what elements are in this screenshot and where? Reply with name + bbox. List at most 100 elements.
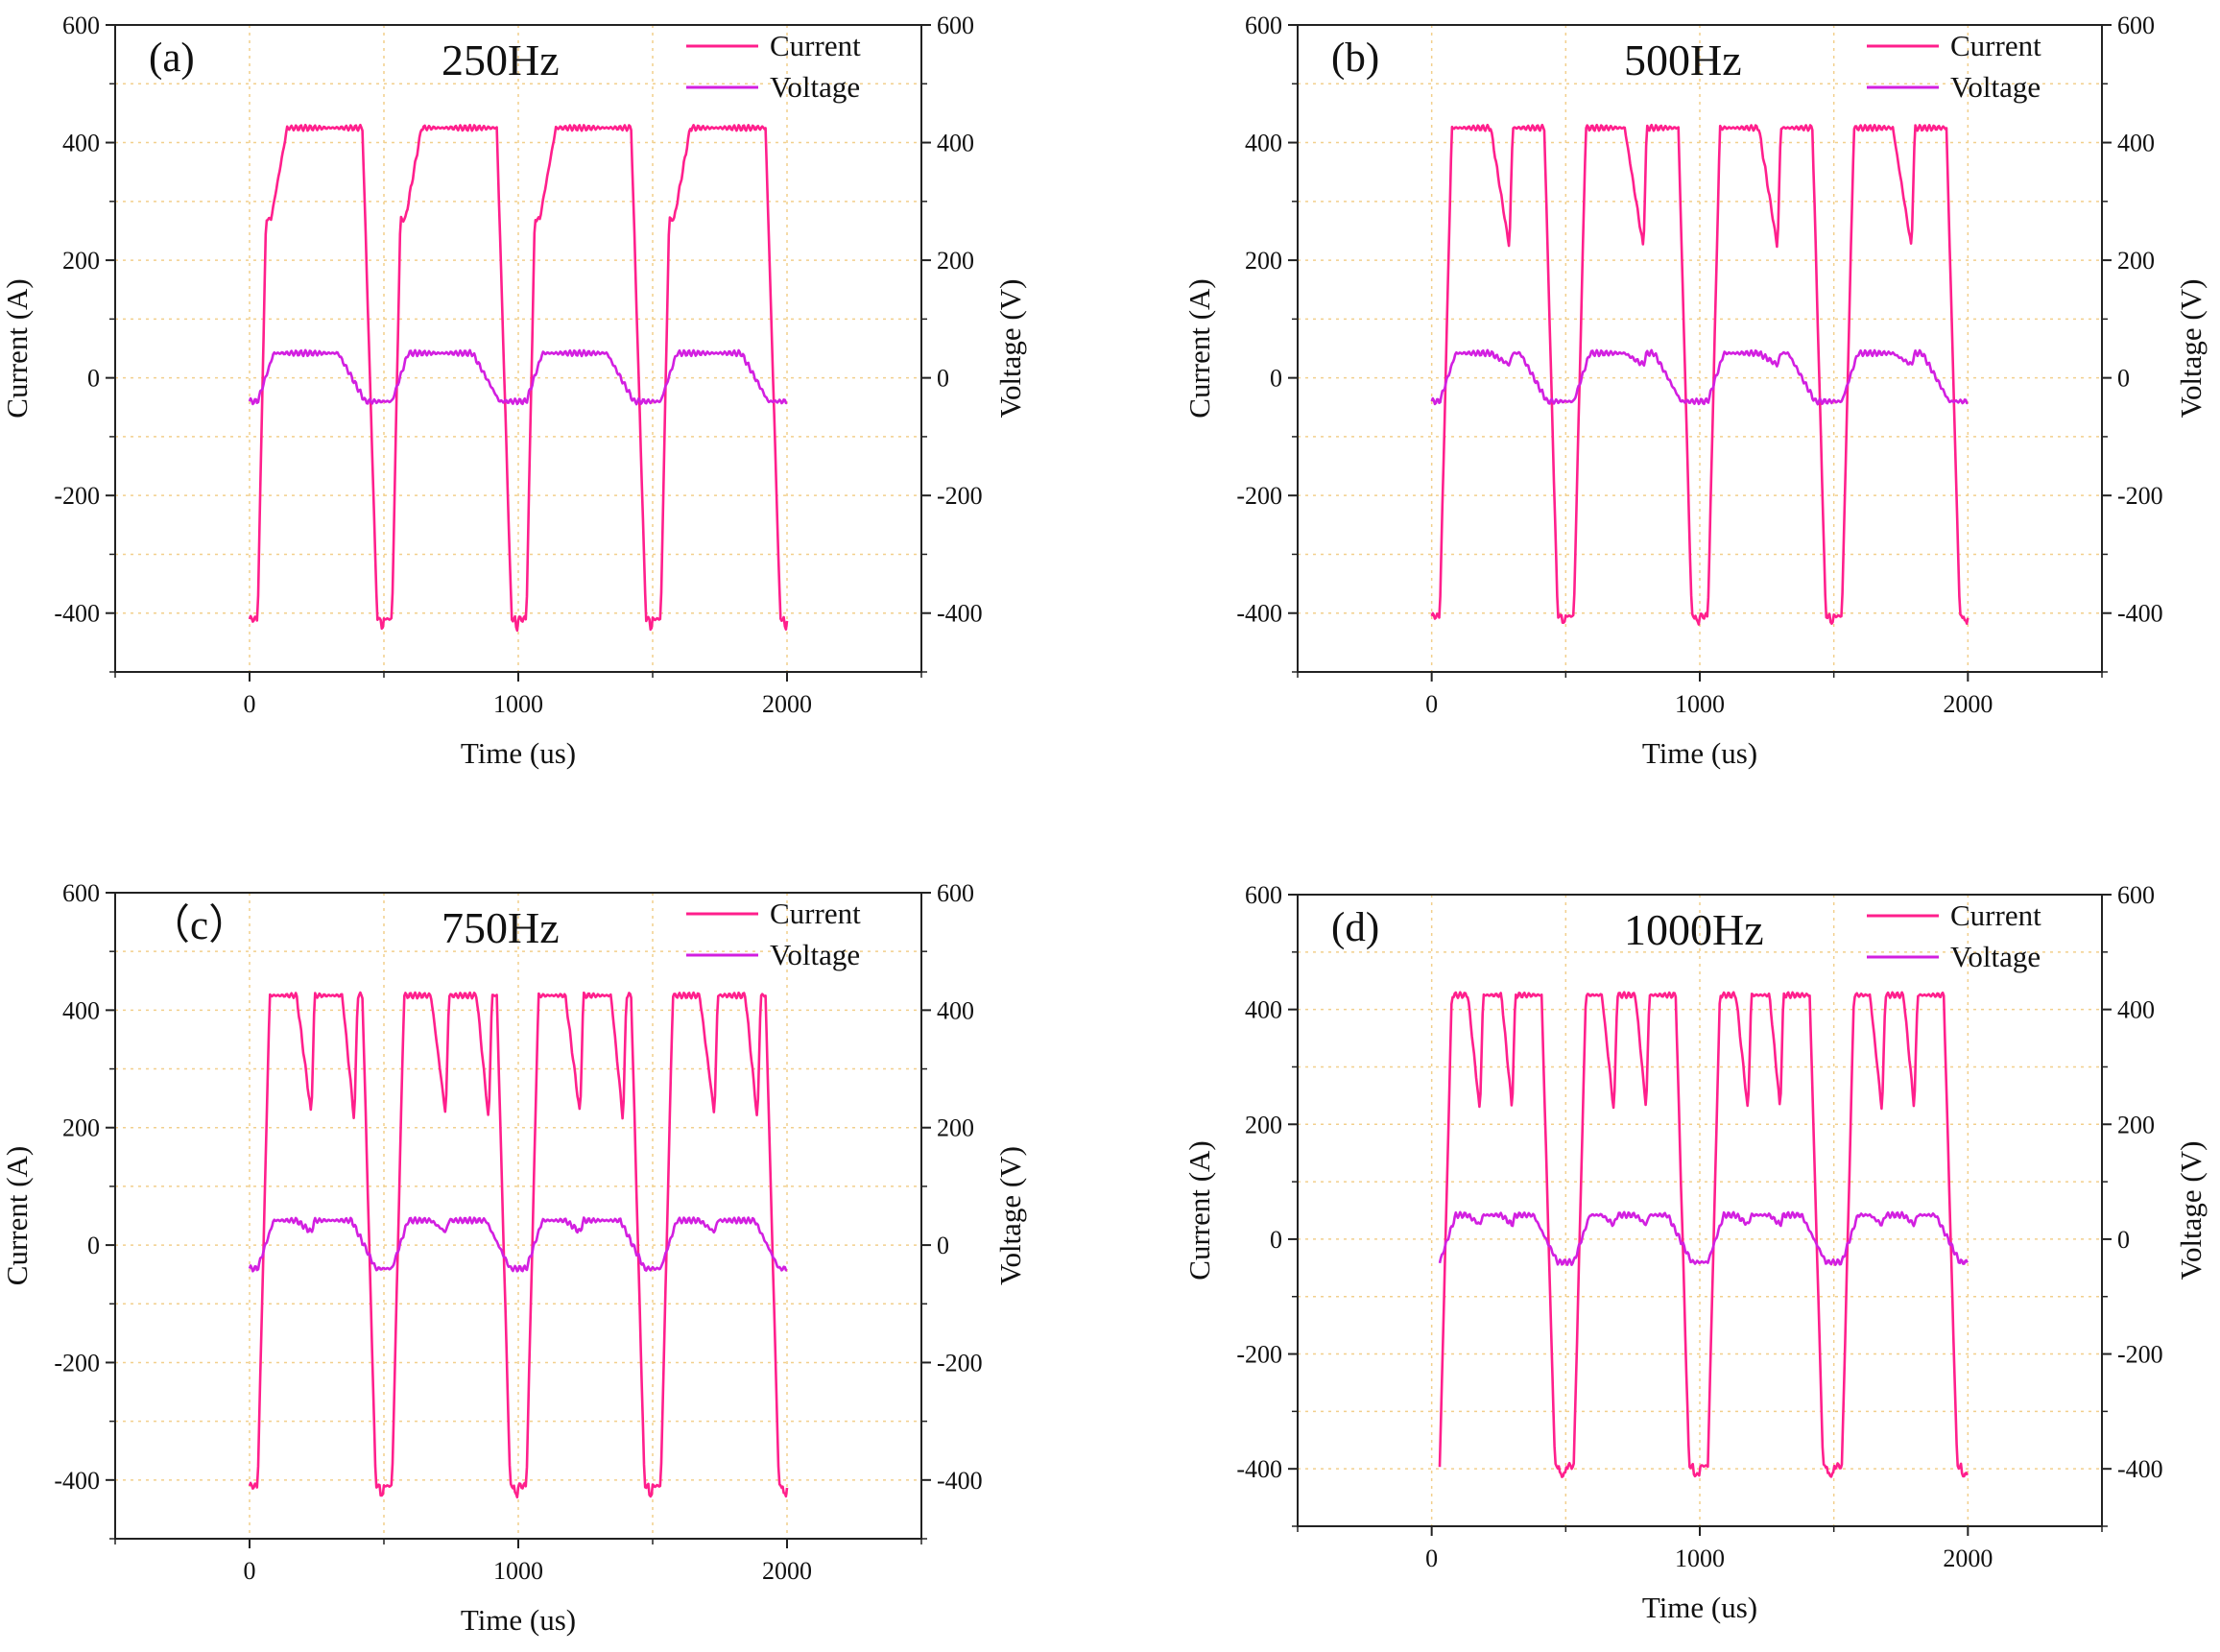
x-tick-label: 1000 [1675, 690, 1725, 718]
y2-tick-label: 400 [2117, 130, 2155, 157]
y-tick-label: 0 [87, 1232, 100, 1259]
y2-tick-label: -400 [2117, 1455, 2163, 1483]
y-axis-title: Current (A) [1182, 278, 1216, 418]
y2-tick-label: -400 [937, 600, 983, 628]
x-axis-title: Time (us) [461, 736, 576, 770]
legend: Current Voltage [1867, 29, 2041, 104]
grid [114, 24, 922, 672]
x-tick-label: 1000 [493, 1557, 543, 1585]
y-tick-label: 400 [1245, 996, 1282, 1024]
legend: Current Voltage [686, 897, 861, 971]
frequency-label: 250Hz [442, 36, 560, 84]
y-tick-label: -200 [54, 1349, 100, 1377]
series-line-current [248, 123, 789, 633]
y-tick-label: 400 [62, 130, 100, 157]
panel-label: (b) [1331, 36, 1379, 81]
y-tick-label: 600 [1245, 881, 1282, 909]
legend-label-current: Current [770, 29, 861, 62]
series-line-voltage [248, 348, 788, 406]
y2-tick-label: 0 [2117, 365, 2130, 393]
y-tick-label: 0 [1270, 365, 1282, 393]
y-tick-label: -200 [1236, 482, 1282, 510]
chart-panel-2: 0 1000 2000 -400 -400 -200 -200 0 0 200 200 400 400 6… [1182, 12, 2208, 770]
panel-label: (a) [149, 36, 195, 81]
y2-axis-title: Voltage (V) [2174, 279, 2208, 419]
x-tick-label: 1000 [493, 690, 543, 718]
x-tick-label: 1000 [1675, 1544, 1725, 1572]
y-tick-label: 600 [62, 879, 100, 907]
grid [114, 892, 922, 1539]
x-tick-label: 0 [1425, 1544, 1438, 1572]
legend-label-voltage: Voltage [770, 938, 860, 971]
y-tick-label: 400 [1245, 130, 1282, 157]
legend-label-voltage: Voltage [1950, 70, 2041, 104]
x-tick-label: 2000 [1943, 1544, 1993, 1572]
y2-axis-title: Voltage (V) [2174, 1141, 2208, 1281]
legend-label-current: Current [770, 897, 861, 930]
x-tick-label: 2000 [762, 1557, 812, 1585]
y-tick-label: -400 [54, 1467, 100, 1495]
y-tick-label: -400 [54, 600, 100, 628]
y-tick-label: -400 [1236, 600, 1282, 628]
y2-tick-label: 400 [937, 996, 974, 1024]
y-tick-label: -200 [54, 482, 100, 510]
y2-tick-label: 600 [2117, 12, 2155, 39]
y2-tick-label: 200 [937, 1114, 974, 1142]
y2-tick-label: 200 [937, 247, 974, 275]
legend-label-voltage: Voltage [770, 70, 860, 104]
y-tick-label: 600 [62, 12, 100, 39]
x-axis-title: Time (us) [1642, 1591, 1757, 1624]
y2-tick-label: 0 [937, 1232, 949, 1259]
y-tick-label: 200 [62, 1114, 100, 1142]
y2-tick-label: 200 [2117, 247, 2155, 275]
y2-tick-label: 0 [937, 365, 949, 393]
x-axis-title: Time (us) [461, 1603, 576, 1637]
legend-label-current: Current [1950, 29, 2041, 62]
series-line-current [1430, 123, 1969, 626]
series-line-voltage [248, 1216, 788, 1273]
y-tick-label: -400 [1236, 1455, 1282, 1483]
panel-label: （c） [149, 903, 250, 948]
grid [1297, 894, 2103, 1526]
y-tick-label: 400 [62, 996, 100, 1024]
y2-tick-label: 400 [937, 130, 974, 157]
y2-tick-label: -200 [2117, 1341, 2163, 1369]
x-tick-label: 0 [244, 1557, 256, 1585]
x-axis-title: Time (us) [1642, 736, 1757, 770]
y2-tick-label: 600 [937, 879, 974, 907]
grid [1297, 24, 2103, 672]
y-tick-label: 0 [1270, 1226, 1282, 1254]
y2-tick-label: 600 [937, 12, 974, 39]
series-line-voltage [1438, 1210, 1969, 1266]
x-tick-label: 0 [244, 690, 256, 718]
legend-label-current: Current [1950, 898, 2041, 932]
y2-axis-title: Voltage (V) [993, 1146, 1027, 1285]
y-axis-title: Current (A) [0, 278, 34, 418]
series-line-voltage [1430, 348, 1969, 406]
y2-tick-label: -200 [937, 1349, 983, 1377]
y2-tick-label: -200 [937, 482, 983, 510]
y-tick-label: 600 [1245, 12, 1282, 39]
series-line-current [248, 991, 789, 1499]
chart-panel-1: 0 1000 2000 -400 -400 -200 -200 0 0 200 200 400 400 6… [0, 12, 1027, 770]
y2-tick-label: 0 [2117, 1226, 2130, 1254]
y2-tick-label: 200 [2117, 1111, 2155, 1138]
y2-tick-label: -400 [937, 1467, 983, 1495]
y2-tick-label: 600 [2117, 881, 2155, 909]
x-tick-label: 2000 [1943, 690, 1993, 718]
y2-axis-title: Voltage (V) [993, 279, 1027, 419]
y-tick-label: 200 [62, 247, 100, 275]
y-tick-label: -200 [1236, 1341, 1282, 1369]
y2-tick-label: -200 [2117, 482, 2163, 510]
x-tick-label: 0 [1425, 690, 1438, 718]
series-line-current [1438, 991, 1969, 1478]
y-tick-label: 200 [1245, 1111, 1282, 1138]
chart-panel-4: 0 1000 2000 -400 -400 -200 -200 0 0 200 200 400 400 6… [1182, 881, 2208, 1624]
frequency-label: 1000Hz [1624, 905, 1764, 954]
legend: Current Voltage [686, 29, 861, 104]
y-axis-title: Current (A) [1182, 1140, 1216, 1280]
y-tick-label: 0 [87, 365, 100, 393]
y2-tick-label: 400 [2117, 996, 2155, 1024]
y-axis-title: Current (A) [0, 1146, 34, 1285]
